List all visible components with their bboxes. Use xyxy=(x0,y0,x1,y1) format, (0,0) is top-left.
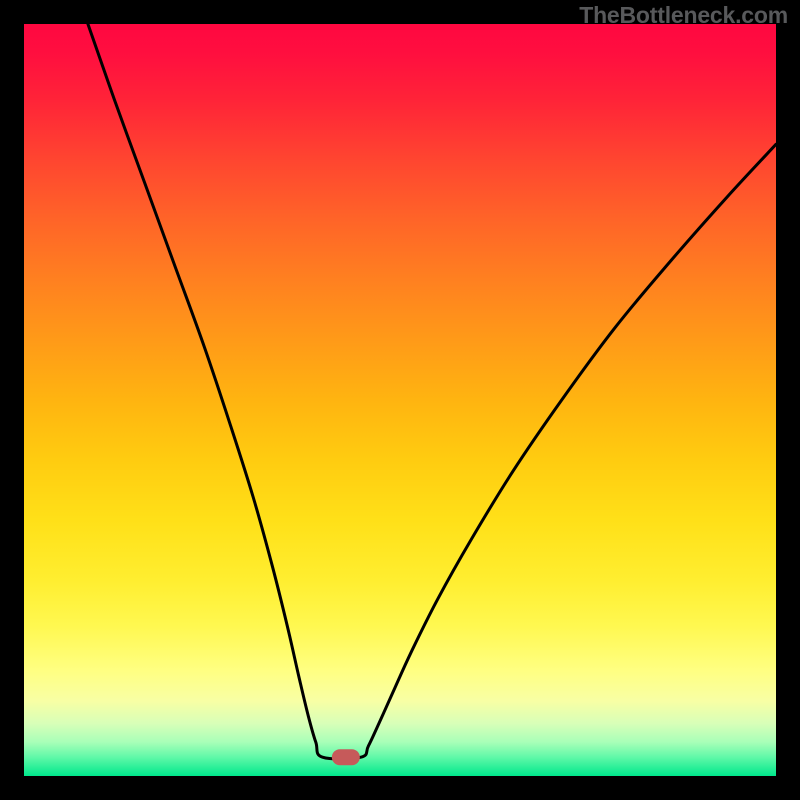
optimal-marker xyxy=(332,749,360,765)
bottleneck-curve xyxy=(88,24,776,759)
watermark-text: TheBottleneck.com xyxy=(579,2,788,29)
curve-layer xyxy=(24,24,776,776)
plot-area xyxy=(24,24,776,776)
chart-frame: TheBottleneck.com xyxy=(0,0,800,800)
